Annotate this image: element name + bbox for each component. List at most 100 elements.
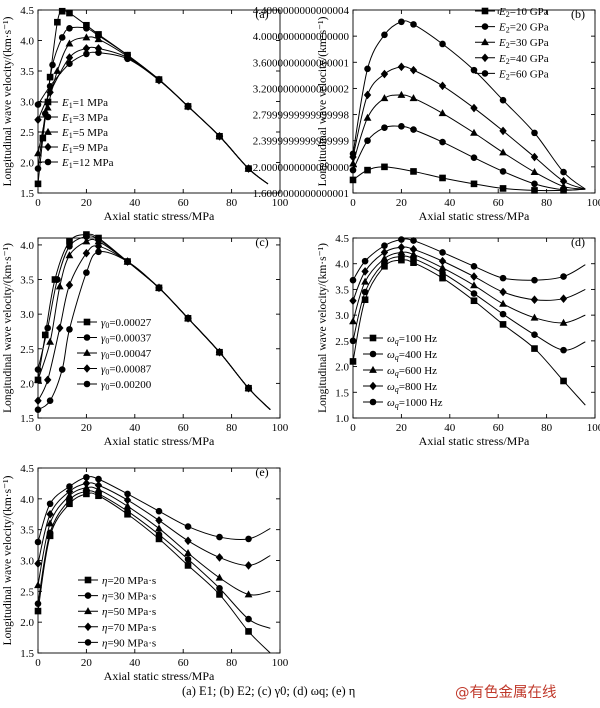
data-point — [531, 180, 538, 188]
y-tick-label: 2.3999999999999999 — [253, 136, 350, 148]
x-tick-label: 40 — [444, 197, 456, 209]
x-axis-label: Axial static stress/MPa — [104, 669, 215, 683]
panel-label: (d) — [571, 235, 585, 249]
y-tick-label: 3.0 — [20, 97, 34, 109]
series-line — [37, 476, 271, 543]
data-point — [470, 66, 478, 74]
data-point — [46, 337, 54, 345]
series-3 — [349, 90, 586, 190]
legend-label: η=90 MPa·s — [102, 637, 156, 649]
data-point — [409, 250, 418, 258]
data-point — [560, 273, 567, 280]
data-point — [470, 290, 478, 297]
data-point — [499, 310, 507, 318]
data-point — [559, 182, 568, 190]
data-point — [560, 346, 567, 354]
legend-label: E1=5 MPa — [61, 127, 108, 140]
data-point — [245, 384, 252, 392]
data-point — [83, 473, 90, 481]
data-point — [470, 180, 478, 188]
data-point — [184, 562, 192, 569]
y-tick-label: 2.0 — [335, 362, 349, 374]
data-point — [470, 297, 478, 305]
legend-label-value: =9 MPa — [73, 142, 108, 154]
data-point — [66, 238, 73, 245]
data-point — [439, 138, 446, 146]
data-point — [54, 276, 61, 283]
data-point — [124, 490, 131, 498]
legend-marker — [369, 334, 377, 342]
legend-label-subscript: 2 — [506, 25, 510, 34]
data-point — [349, 150, 357, 158]
legend-label-symbol: ω — [387, 349, 395, 361]
legend-label: ωq=800 Hz — [387, 381, 437, 394]
legend-label: ωq=600 Hz — [387, 365, 437, 378]
y-tick-label: 3.0 — [20, 556, 34, 568]
data-point — [83, 50, 90, 58]
data-point — [244, 561, 253, 570]
data-point — [398, 123, 405, 130]
data-point — [216, 533, 223, 541]
legend-marker — [83, 380, 91, 388]
data-point — [58, 366, 66, 373]
data-point — [82, 248, 91, 258]
legend-marker — [481, 38, 489, 46]
data-point — [155, 531, 163, 538]
data-point — [245, 628, 252, 635]
data-point — [34, 366, 42, 373]
data-point — [349, 159, 357, 167]
data-point — [363, 113, 372, 121]
data-point — [65, 487, 74, 496]
data-point — [155, 76, 163, 84]
data-point — [124, 258, 131, 265]
data-point — [380, 69, 389, 79]
x-axis-label: Axial static stress/MPa — [419, 434, 530, 448]
legend-label-symbol: ω — [387, 333, 395, 345]
data-point — [34, 396, 42, 405]
legend-label-value: =70 MPa·s — [107, 621, 156, 633]
data-point — [381, 124, 388, 131]
data-point — [349, 176, 357, 184]
legend-label: η=20 MPa·s — [102, 575, 156, 587]
series-line — [352, 166, 586, 192]
legend-marker — [44, 158, 52, 166]
data-point — [397, 242, 406, 252]
legend-marker — [83, 318, 91, 326]
x-tick-label: 20 — [396, 197, 408, 209]
legend-label-symbol: γ — [101, 379, 106, 391]
panel-label: (a) — [255, 7, 268, 21]
data-point — [124, 507, 131, 515]
data-point — [215, 573, 224, 581]
x-tick-label: 0 — [350, 422, 356, 434]
legend-marker — [83, 348, 91, 356]
legend-label-value: =50 MPa·s — [107, 606, 156, 618]
series-4 — [349, 242, 586, 306]
y-tick-label: 3.0 — [335, 310, 349, 322]
data-point — [123, 495, 132, 505]
y-tick-label: 4.5 — [20, 463, 34, 475]
legend-label-value: =20 MPa·s — [107, 575, 156, 587]
data-point — [56, 323, 64, 333]
legend-label-subscript: 2 — [506, 10, 510, 19]
panel-label: (c) — [255, 235, 268, 249]
legend-label-subscript: 0 — [105, 321, 109, 330]
y-tick-label: 2.5 — [20, 127, 34, 139]
legend-marker — [84, 576, 92, 584]
data-point — [244, 590, 253, 598]
data-point — [83, 233, 90, 240]
data-point — [364, 166, 371, 174]
legend-label-subscript: q — [395, 385, 399, 394]
data-point — [43, 375, 52, 385]
data-point — [364, 65, 371, 73]
data-point — [470, 272, 478, 281]
data-point — [94, 480, 103, 490]
legend-label-subscript: 1 — [69, 146, 73, 155]
legend-marker — [44, 142, 52, 152]
data-point — [43, 103, 52, 111]
data-point — [155, 507, 163, 515]
data-point — [65, 53, 74, 62]
data-point — [470, 103, 478, 113]
y-tick-label: 2.5 — [20, 344, 34, 356]
data-point — [34, 607, 42, 615]
legend-marker — [481, 70, 489, 77]
